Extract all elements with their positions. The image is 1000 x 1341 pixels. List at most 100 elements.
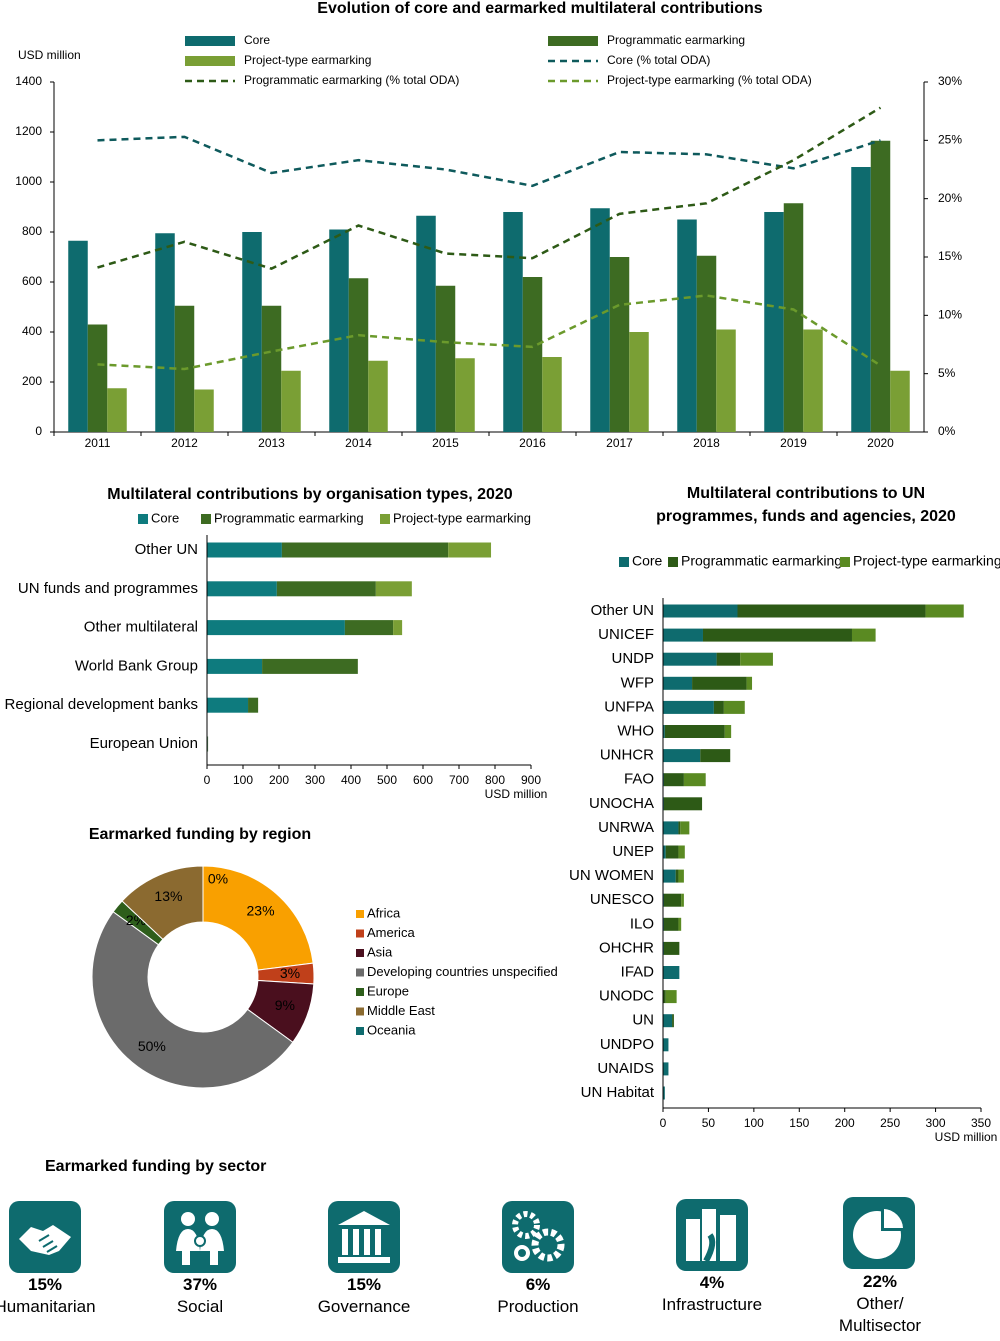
y2-tick-label: 10% — [938, 308, 962, 322]
bar — [194, 389, 214, 432]
sector-title: Earmarked funding by sector — [45, 1158, 266, 1175]
x-tick-label: 300 — [305, 773, 325, 787]
legend-swatch — [356, 968, 364, 977]
data-label: 9% — [275, 997, 295, 1013]
bar — [890, 370, 910, 432]
data-label: 23% — [247, 902, 275, 918]
bar-segment — [678, 869, 684, 883]
bar-segment — [344, 620, 394, 636]
bar — [455, 358, 475, 432]
bar-segment — [663, 1086, 665, 1100]
bar — [629, 332, 649, 432]
y-tick-label: World Bank Group — [75, 657, 198, 674]
y-tick-label: European Union — [90, 735, 198, 752]
chart-title: programmes, funds and agencies, 2020 — [656, 508, 956, 525]
line-series — [97, 106, 882, 271]
icon-governance — [328, 1201, 400, 1273]
icon-infrastructure — [676, 1199, 748, 1271]
y-tick-label: 0 — [35, 424, 42, 438]
bar — [107, 388, 127, 432]
y-tick-label: UNESCO — [590, 891, 654, 908]
bar-segment — [665, 990, 677, 1004]
bar-segment — [723, 700, 745, 714]
chart-title: Evolution of core and earmarked multilat… — [317, 0, 763, 17]
bar — [416, 215, 436, 432]
sector-share: 6% — [525, 1275, 551, 1294]
bar — [155, 233, 175, 432]
y-tick-label: Other UN — [591, 602, 654, 619]
donut-slice — [91, 911, 294, 1089]
x-tick-label: 400 — [341, 773, 361, 787]
bar-segment — [678, 845, 685, 859]
y-tick-label: UN — [632, 1012, 654, 1029]
sector-name: Governance — [317, 1297, 411, 1316]
y-tick-label: UNDPO — [600, 1036, 654, 1053]
y2-tick-label: 5% — [938, 366, 956, 380]
x-tick-label: 2011 — [85, 436, 111, 450]
legend-label: Programmatic earmarking — [681, 553, 842, 569]
bar-segment — [692, 676, 747, 690]
bar-segment — [713, 700, 724, 714]
bar — [590, 208, 610, 432]
x-tick-label: 2012 — [171, 436, 198, 450]
legend-label: America — [367, 925, 415, 940]
y-tick-label: WHO — [617, 722, 654, 739]
legend-label: Europe — [367, 983, 409, 998]
y-tick-label: UNODC — [599, 988, 654, 1005]
legend-label: Oceania — [367, 1022, 416, 1037]
bar — [696, 255, 717, 432]
y2-tick-label: 15% — [938, 249, 962, 263]
bar — [329, 229, 349, 432]
x-tick-label: 150 — [789, 1116, 809, 1130]
bar — [522, 277, 543, 432]
legend-label: Core — [632, 553, 663, 569]
legend-label: Programmatic earmarking (% total ODA) — [244, 73, 459, 87]
bar — [677, 219, 697, 432]
sector-share: 15% — [27, 1275, 63, 1294]
legend-swatch — [356, 1027, 364, 1035]
x-tick-label: 2018 — [693, 436, 720, 450]
bar-segment — [675, 869, 679, 883]
y-tick-label: 200 — [22, 374, 42, 388]
icon-production — [502, 1201, 574, 1273]
y-tick-label: UN funds and programmes — [18, 580, 198, 597]
bar-segment — [680, 821, 690, 835]
y-tick-label: UNAIDS — [597, 1060, 654, 1077]
legend-swatch — [356, 910, 364, 918]
bar-segment — [663, 869, 676, 883]
bar-segment — [276, 581, 376, 597]
x-tick-label: 200 — [835, 1116, 855, 1130]
x-tick-label: 2016 — [519, 436, 546, 450]
bar — [348, 278, 369, 432]
y-tick-label: Other UN — [135, 541, 198, 558]
bar-segment — [393, 620, 403, 636]
y2-tick-label: 20% — [938, 191, 962, 205]
y-tick-label: UNEP — [612, 843, 654, 860]
donut-slice — [202, 865, 314, 971]
bar-segment — [663, 797, 703, 811]
legend-swatch — [138, 514, 148, 524]
y-tick-label: 600 — [22, 274, 42, 288]
x-tick-label: 900 — [521, 773, 541, 787]
sector-name: Other/ Multisector — [838, 1294, 922, 1335]
y-tick-label: Regional development banks — [5, 696, 198, 713]
legend-label: Core (% total ODA) — [607, 53, 710, 67]
y-tick-label: UN WOMEN — [569, 867, 654, 884]
x-tick-label: 0 — [204, 773, 211, 787]
legend-swatch — [668, 557, 678, 567]
y-tick-label: 400 — [22, 324, 42, 338]
bar-segment — [663, 821, 679, 835]
legend-swatch — [185, 36, 235, 46]
bar — [435, 285, 456, 432]
sector-name: Production — [497, 1297, 579, 1316]
legend-swatch — [840, 557, 850, 567]
bar-segment — [663, 893, 682, 907]
sector-share: 4% — [699, 1273, 725, 1292]
bar — [851, 167, 871, 432]
x-tick-label: 250 — [880, 1116, 900, 1130]
y-tick-label: UNRWA — [598, 819, 654, 836]
bar-segment — [375, 581, 412, 597]
y-tick-label: 1200 — [15, 124, 42, 138]
x-axis-label: USD million — [485, 787, 548, 801]
